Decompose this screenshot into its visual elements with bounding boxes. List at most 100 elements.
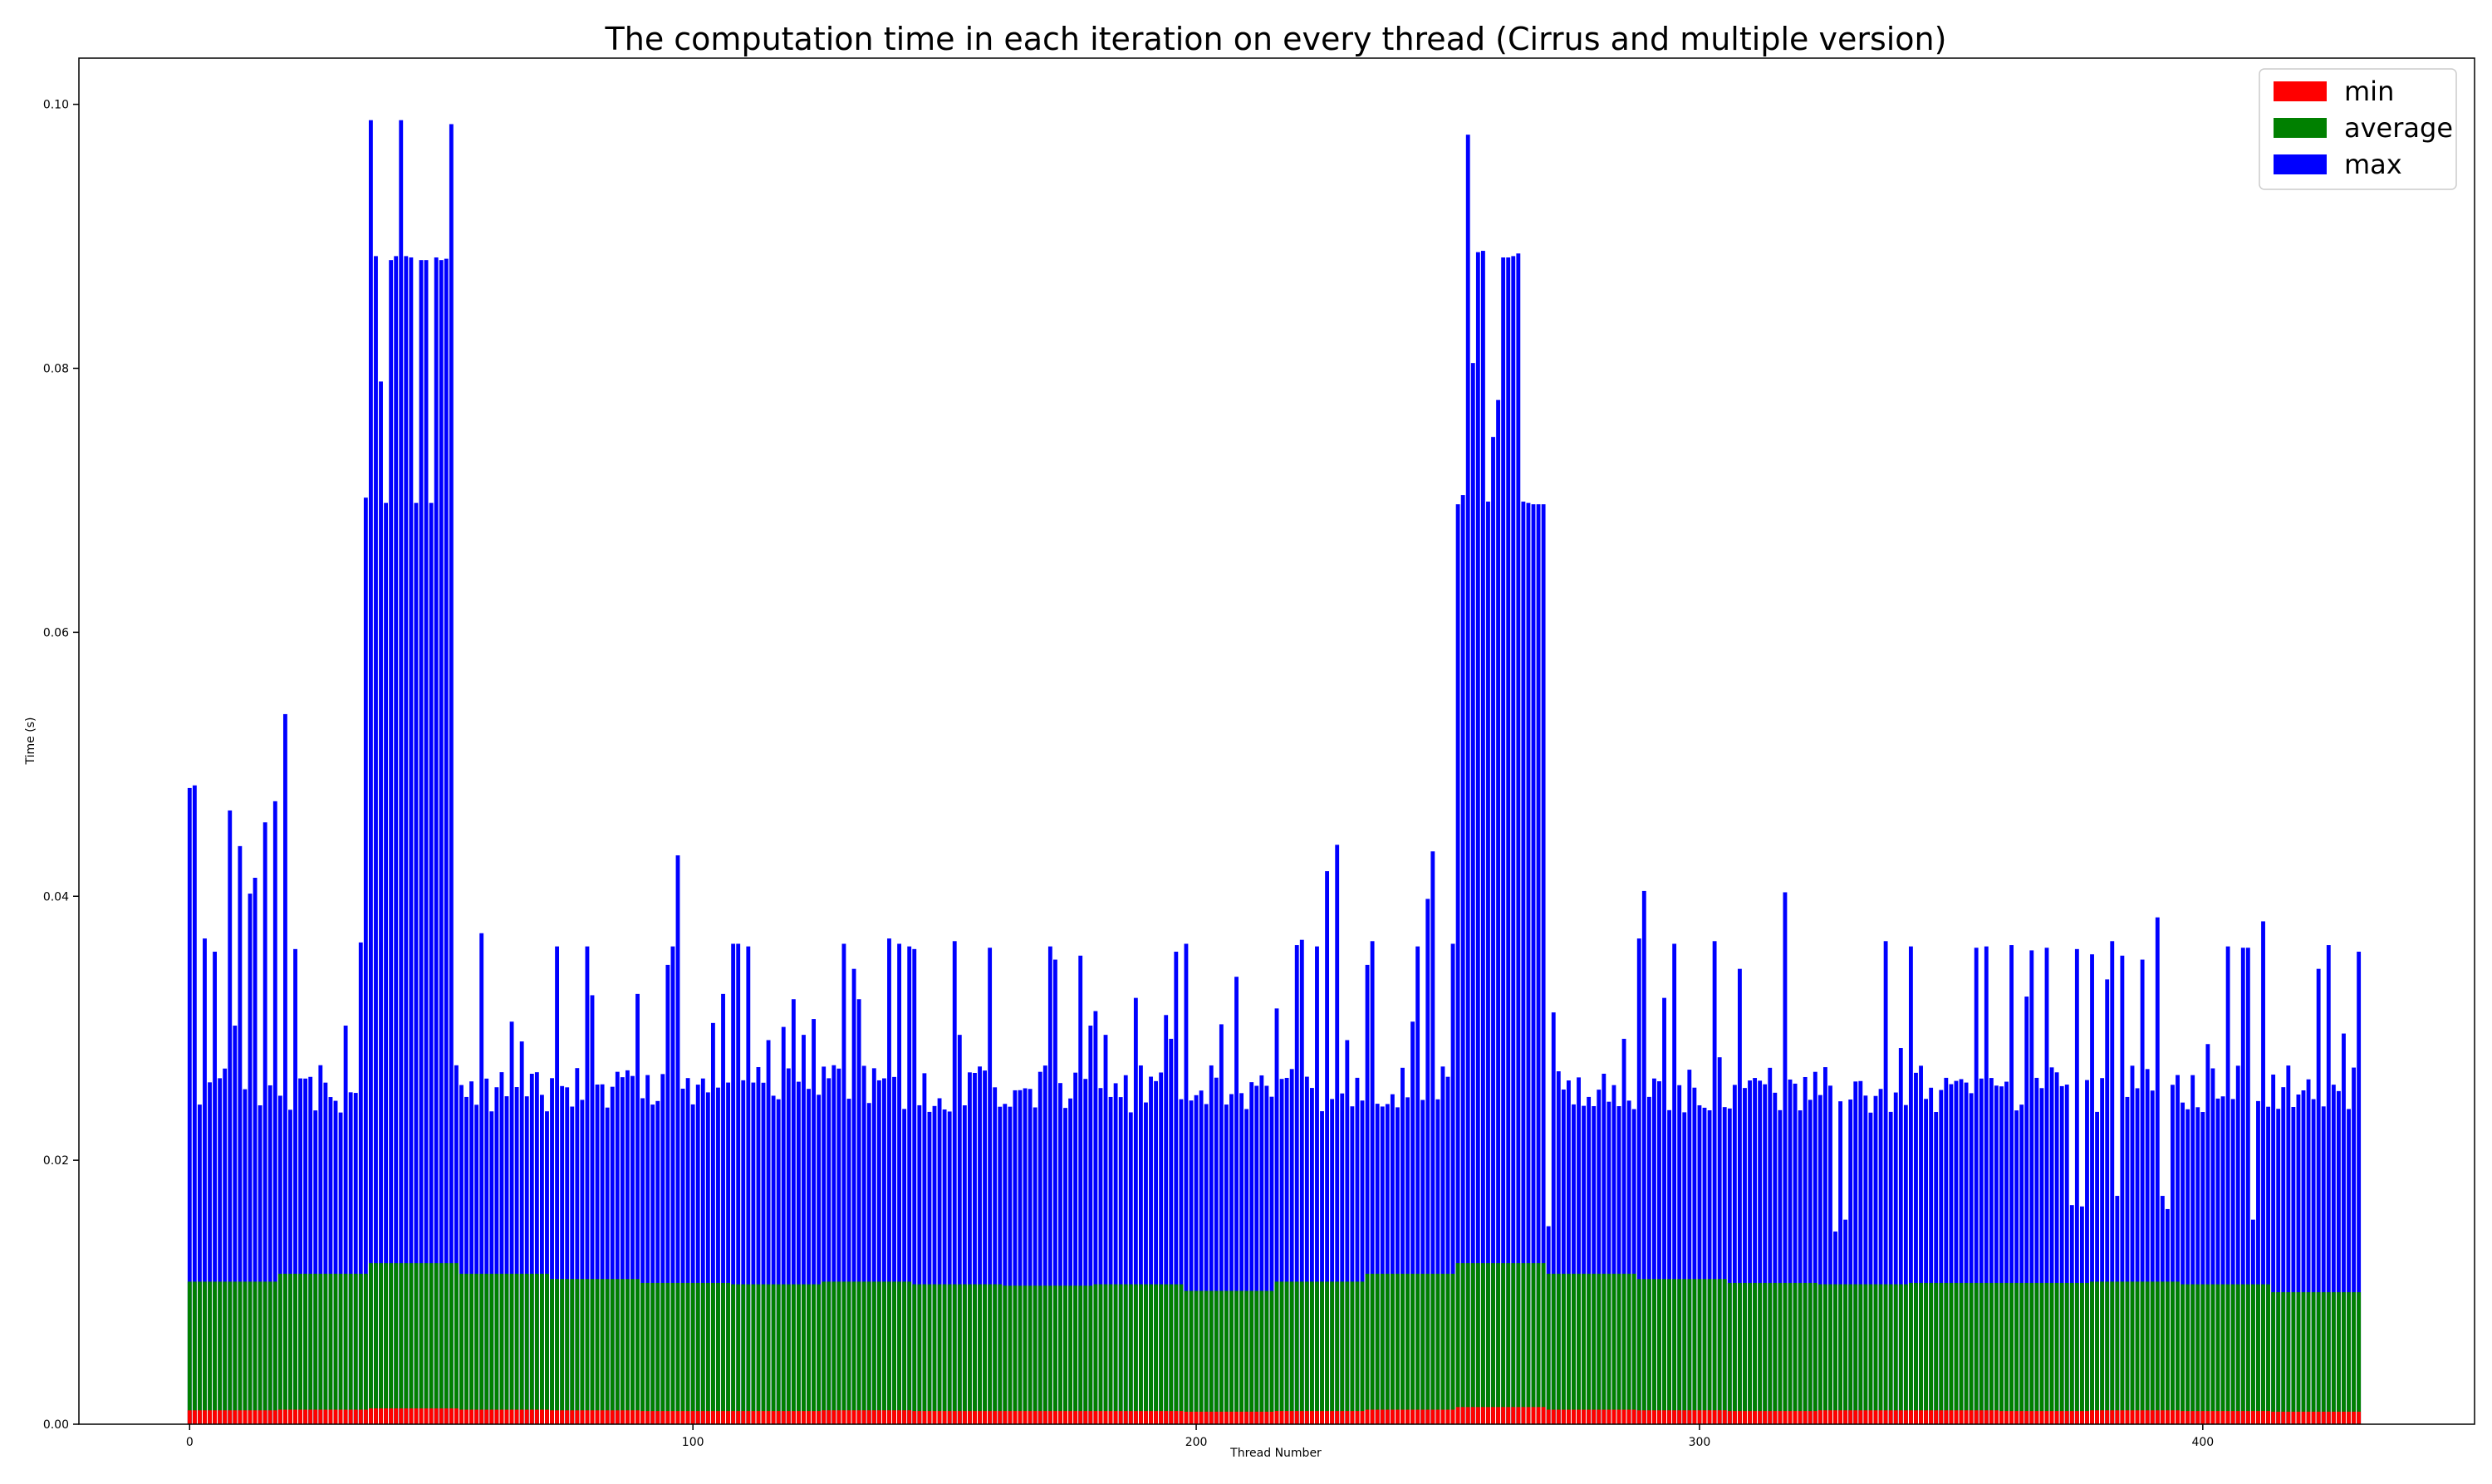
average-bar — [1103, 1284, 1108, 1424]
legend: min average max — [2259, 68, 2457, 190]
min-bar — [952, 1411, 957, 1424]
max-bar — [2200, 1112, 2205, 1424]
max-bar — [710, 1022, 715, 1424]
min-bar — [2185, 1411, 2190, 1424]
average-bar — [927, 1284, 932, 1424]
max-bar — [524, 1096, 529, 1424]
min-bar — [258, 1410, 262, 1424]
average-bar — [695, 1282, 700, 1424]
average-bar — [2215, 1284, 2220, 1424]
max-bar — [766, 1040, 771, 1424]
min-bar — [1521, 1407, 1526, 1424]
max-bar — [600, 1084, 605, 1424]
min-bar — [1984, 1410, 1989, 1424]
min-bar — [404, 1408, 409, 1424]
max-bar — [2296, 1095, 2301, 1424]
min-bar — [1395, 1409, 1400, 1424]
average-bar — [1365, 1273, 1370, 1424]
min-bar — [1959, 1410, 1964, 1424]
average-bar — [394, 1263, 399, 1424]
max-bar — [1325, 871, 1330, 1424]
average-bar — [267, 1281, 272, 1424]
min-bar — [1773, 1411, 1778, 1424]
average-bar — [449, 1263, 454, 1424]
series-average — [187, 1263, 2362, 1424]
min-bar — [1808, 1411, 1813, 1424]
min-bar — [1496, 1407, 1501, 1424]
max-bar — [812, 1019, 817, 1424]
average-bar — [1460, 1263, 1465, 1424]
average-bar — [308, 1273, 313, 1424]
min-bar — [2034, 1411, 2039, 1424]
average-bar — [1385, 1273, 1390, 1424]
average-bar — [1989, 1282, 1994, 1424]
average-bar — [2034, 1282, 2039, 1424]
min-bar — [282, 1409, 287, 1424]
average-bar — [575, 1279, 580, 1424]
average-bar — [1496, 1263, 1501, 1424]
max-bar — [444, 258, 449, 1425]
max-bar — [1556, 1071, 1561, 1424]
min-bar — [272, 1410, 277, 1424]
max-bar — [615, 1071, 620, 1424]
max-bar — [2130, 1065, 2135, 1424]
max-bar — [655, 1100, 660, 1424]
average-bar — [203, 1281, 207, 1424]
average-bar — [1783, 1282, 1788, 1424]
average-bar — [1848, 1284, 1853, 1424]
average-bar — [1068, 1286, 1073, 1424]
min-bar — [469, 1409, 474, 1424]
max-bar — [881, 1078, 886, 1424]
max-bar — [978, 1066, 982, 1424]
min-bar — [957, 1411, 962, 1424]
max-bar — [2230, 1099, 2235, 1424]
min-bar — [2095, 1410, 2100, 1424]
min-bar — [1697, 1410, 1702, 1424]
average-bar — [1144, 1284, 1148, 1424]
average-bar — [967, 1284, 972, 1424]
max-bar — [1219, 1024, 1224, 1424]
max-bar — [841, 943, 846, 1424]
min-bar — [1626, 1409, 1631, 1424]
average-bar — [1118, 1284, 1123, 1424]
average-bar — [1345, 1281, 1350, 1424]
average-bar — [1465, 1263, 1470, 1424]
min-bar — [776, 1411, 781, 1424]
max-bar — [610, 1086, 615, 1424]
average-bar — [454, 1263, 459, 1424]
max-bar — [665, 964, 670, 1424]
max-bar — [866, 1103, 871, 1424]
min-bar — [1083, 1411, 1088, 1424]
max-bar — [1264, 1085, 1269, 1424]
average-bar — [368, 1263, 373, 1424]
average-bar — [2230, 1284, 2235, 1424]
min-bar — [1345, 1411, 1350, 1424]
min-bar — [836, 1410, 841, 1424]
min-bar — [978, 1411, 982, 1424]
min-bar — [675, 1411, 680, 1424]
max-bar — [565, 1087, 570, 1424]
average-bar — [1204, 1291, 1209, 1424]
max-bar — [1592, 1105, 1597, 1424]
max-bar — [1561, 1089, 1566, 1424]
min-bar — [1582, 1409, 1587, 1424]
max-bar — [192, 785, 197, 1424]
max-bar — [1566, 1080, 1571, 1424]
average-bar — [389, 1263, 394, 1424]
min-bar — [2352, 1411, 2357, 1424]
min-bar — [1607, 1409, 1611, 1424]
max-bar — [2039, 1088, 2044, 1424]
average-bar — [2115, 1281, 2120, 1424]
max-bar — [922, 1073, 927, 1424]
min-bar — [1979, 1410, 1984, 1424]
min-bar — [580, 1410, 585, 1424]
max-bar — [272, 801, 277, 1424]
max-bar — [1616, 1106, 1621, 1424]
average-bar — [1098, 1284, 1103, 1424]
min-bar — [817, 1411, 822, 1424]
max-bar — [464, 1096, 468, 1424]
average-bar — [2352, 1292, 2357, 1424]
average-bar — [353, 1273, 358, 1424]
max-bar — [635, 993, 640, 1424]
min-bar — [1133, 1411, 1138, 1424]
